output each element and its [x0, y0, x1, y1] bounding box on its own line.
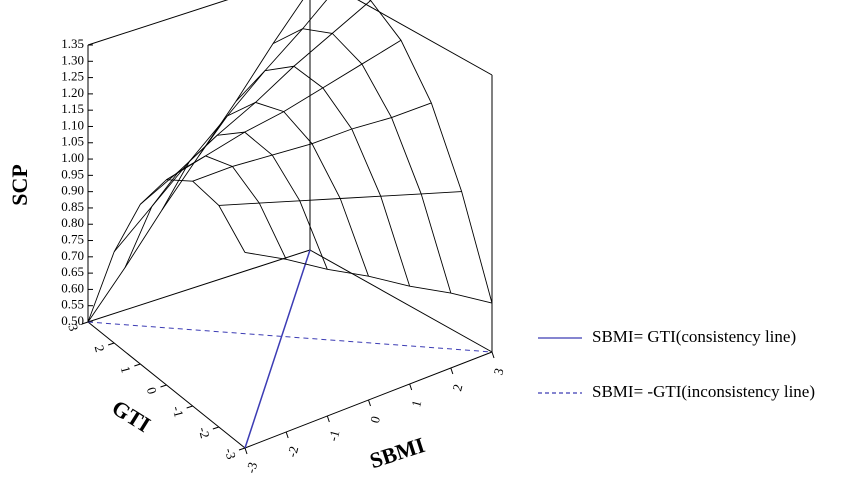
z-tick-label: 1.30 — [61, 52, 84, 67]
z-tick-label: 0.90 — [61, 183, 84, 198]
z-tick-label: 0.65 — [61, 264, 84, 279]
x-tick-label: -1 — [325, 428, 342, 442]
x-tick — [326, 415, 330, 423]
y-tick — [238, 447, 246, 451]
y-axis-title: GTI — [108, 395, 155, 438]
mesh-line — [166, 39, 402, 181]
y-tick-label: 1 — [118, 365, 134, 375]
box-edge — [87, 249, 311, 323]
y-tick-label: 0 — [144, 386, 160, 396]
z-tick-label: 1.35 — [61, 36, 84, 51]
z-tick-label: 0.70 — [61, 248, 84, 263]
y-tick-label: 3 — [65, 323, 81, 333]
z-tick-label: 0.60 — [61, 280, 84, 295]
mesh-line — [124, 155, 287, 268]
z-tick-label: 1.00 — [61, 150, 84, 165]
x-tick-label: 2 — [449, 383, 465, 393]
z-tick-label: 1.10 — [61, 117, 84, 132]
y-tick — [212, 426, 219, 430]
z-tick-label: 0.95 — [61, 166, 84, 181]
z-tick-label: 1.05 — [61, 134, 84, 149]
box-edge — [357, 0, 493, 76]
z-tick-label: 0.80 — [61, 215, 84, 230]
mesh-line — [87, 179, 246, 323]
y-tick — [186, 405, 193, 409]
y-tick — [108, 342, 115, 346]
y-tick — [81, 321, 89, 325]
mesh-line — [218, 191, 462, 206]
z-tick-label: 0.85 — [61, 199, 84, 214]
x-tick — [368, 399, 371, 407]
y-tick-label: -1 — [169, 404, 186, 418]
mesh-line — [140, 0, 371, 205]
z-tick-label: 1.25 — [61, 69, 84, 84]
x-tick — [285, 431, 289, 439]
mesh-line — [87, 0, 304, 323]
x-tick-label: -2 — [284, 444, 301, 458]
y-tick-label: -2 — [196, 425, 213, 439]
z-tick-label: 1.15 — [61, 101, 84, 116]
x-tick — [491, 351, 495, 359]
legend-label: SBMI= -GTI(inconsistency line) — [592, 382, 815, 401]
z-axis-title: SCP — [7, 164, 32, 206]
x-tick — [409, 383, 413, 391]
x-tick — [244, 447, 248, 455]
x-tick-label: -3 — [243, 460, 260, 474]
z-tick-label: 0.55 — [61, 297, 84, 312]
y-tick-label: 2 — [92, 344, 108, 354]
x-tick-label: 3 — [490, 367, 506, 377]
relation-line — [87, 321, 493, 353]
x-tick-label: 1 — [408, 399, 424, 409]
y-tick — [134, 363, 141, 367]
mesh-line — [235, 65, 411, 287]
box-edge — [87, 0, 229, 46]
x-tick — [450, 367, 454, 375]
relation-line — [244, 249, 311, 449]
x-tick-label: 0 — [367, 415, 383, 425]
z-tick-label: 0.50 — [61, 313, 84, 328]
y-tick — [160, 384, 167, 388]
legend-label: SBMI= GTI(consistency line) — [592, 327, 796, 346]
box-edge — [309, 249, 493, 353]
mesh-line — [113, 0, 328, 253]
mesh-line — [192, 102, 432, 182]
y-tick-label: -3 — [222, 446, 239, 460]
mesh-line — [244, 252, 493, 304]
z-tick-label: 0.75 — [61, 232, 84, 247]
mesh-line — [368, 0, 493, 304]
x-axis-title: SBMI — [367, 432, 428, 473]
z-tick-label: 1.20 — [61, 85, 84, 100]
